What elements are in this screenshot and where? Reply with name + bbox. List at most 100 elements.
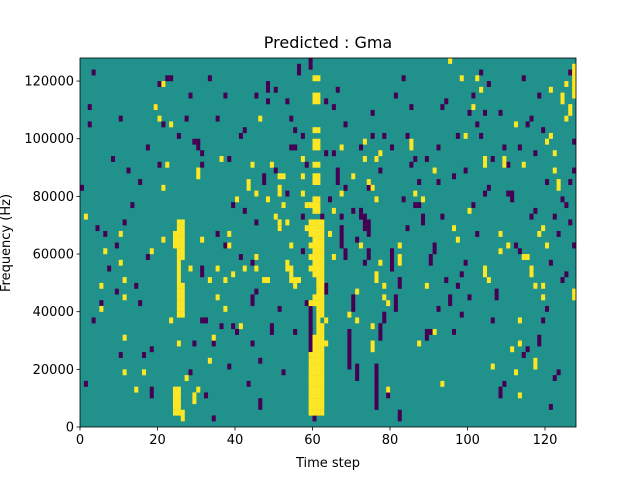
heatmap-cell-high [308, 386, 313, 393]
heatmap-cell-high [316, 248, 321, 255]
heatmap-cell-low [417, 179, 422, 185]
heatmap-cell-high [308, 375, 313, 382]
heatmap-cell-high [359, 242, 364, 249]
heatmap-cell-low [339, 213, 344, 220]
heatmap-cell-high [370, 340, 375, 347]
heatmap-cell-high [312, 248, 317, 255]
heatmap-cell-low [366, 254, 371, 260]
heatmap-cell-low [401, 75, 406, 82]
heatmap-cell-low [200, 317, 205, 324]
heatmap-cell-high [510, 346, 515, 353]
heatmap-cell-high [471, 104, 476, 111]
heatmap-cell-high [521, 161, 526, 168]
heatmap-cell-high [320, 254, 325, 260]
x-tick-label: 20 [149, 433, 166, 448]
heatmap-cell-low [215, 115, 220, 122]
heatmap-cell-low [502, 380, 507, 387]
heatmap-cell-low [254, 92, 259, 99]
heatmap-cell-high [316, 398, 321, 405]
heatmap-cell-high [176, 392, 181, 399]
heatmap-cell-high [370, 323, 375, 330]
heatmap-cell-high [316, 380, 321, 387]
heatmap-cell-low [390, 144, 395, 151]
heatmap-cell-low [529, 115, 534, 122]
heatmap-cell-low [355, 236, 360, 243]
heatmap-cell-low [366, 225, 371, 232]
heatmap-cell-high [572, 69, 577, 76]
heatmap-cell-low [169, 75, 174, 82]
heatmap-cell-low [378, 334, 383, 341]
heatmap-cell-high [316, 317, 321, 324]
heatmap-cell-high [196, 173, 201, 180]
heatmap-cell-high [285, 259, 290, 266]
heatmap-cell-high [316, 207, 321, 214]
heatmap-cell-high [161, 236, 166, 243]
heatmap-cell-high [316, 363, 321, 370]
heatmap-cell-low [548, 259, 553, 266]
heatmap-cell-low [246, 380, 251, 387]
heatmap-cell-high [560, 98, 565, 105]
heatmap-cell-high [153, 104, 158, 111]
heatmap-cell-high [328, 230, 333, 237]
heatmap-cell-high [180, 311, 185, 318]
heatmap-cell-low [266, 81, 271, 87]
heatmap-cell-high [556, 184, 561, 191]
heatmap-cell-low [382, 132, 387, 139]
heatmap-cell-low [297, 63, 302, 70]
heatmap-cell-high [320, 346, 325, 353]
heatmap-cell-high [308, 219, 313, 226]
heatmap-cell-low [87, 104, 92, 111]
heatmap-cell-high [440, 380, 445, 387]
heatmap-cell-high [289, 265, 294, 272]
heatmap-cell-high [312, 259, 317, 266]
heatmap-cell-high [316, 277, 321, 284]
heatmap-cell-high [176, 294, 181, 301]
heatmap-cell-high [320, 305, 325, 312]
heatmap-cell-high [316, 98, 321, 105]
heatmap-cell-high [207, 277, 212, 284]
heatmap-cell-high [176, 277, 181, 284]
heatmap-cell-low [370, 132, 375, 139]
heatmap-cell-high [320, 225, 325, 232]
heatmap-cell-high [502, 156, 507, 162]
heatmap-cell-low [413, 156, 418, 162]
heatmap-cell-low [335, 173, 340, 180]
heatmap-cell-high [467, 207, 472, 214]
heatmap-cell-high [312, 265, 317, 272]
heatmap-cell-high [149, 248, 154, 255]
heatmap-cell-high [320, 352, 325, 358]
heatmap-cell-high [180, 305, 185, 312]
heatmap-cell-low [339, 242, 344, 249]
heatmap-cell-low [552, 213, 557, 220]
heatmap-cell-high [180, 242, 185, 249]
heatmap-cell-low [444, 277, 449, 284]
heatmap-cell-high [308, 392, 313, 399]
heatmap-cell-low [494, 294, 499, 301]
heatmap-cell-low [436, 144, 441, 151]
heatmap-cell-high [541, 282, 546, 289]
heatmap-cell-low [486, 184, 491, 191]
heatmap-cell-high [308, 254, 313, 260]
heatmap-cell-high [316, 161, 321, 168]
heatmap-cell-high [196, 167, 201, 174]
heatmap-cell-high [312, 202, 317, 209]
x-tick-label: 0 [76, 433, 84, 448]
heatmap-cell-high [312, 219, 317, 226]
heatmap-cell-high [180, 248, 185, 255]
heatmap-cell-low [254, 288, 259, 295]
heatmap-cell-high [316, 305, 321, 312]
heatmap-cell-high [176, 398, 181, 405]
heatmap-cell-high [312, 242, 317, 249]
heatmap-cell-low [521, 75, 526, 82]
heatmap-cell-high [173, 242, 178, 249]
heatmap-cell-high [370, 184, 375, 191]
heatmap-cell-low [161, 121, 166, 128]
heatmap-cell-low [572, 138, 577, 145]
heatmap-cell-high [479, 86, 484, 93]
heatmap-cell-low [475, 121, 480, 128]
heatmap-cell-low [525, 121, 530, 128]
heatmap-cell-high [316, 92, 321, 99]
heatmap-cell-low [347, 328, 352, 335]
heatmap-cell-low [289, 115, 294, 122]
heatmap-cell-high [316, 357, 321, 364]
